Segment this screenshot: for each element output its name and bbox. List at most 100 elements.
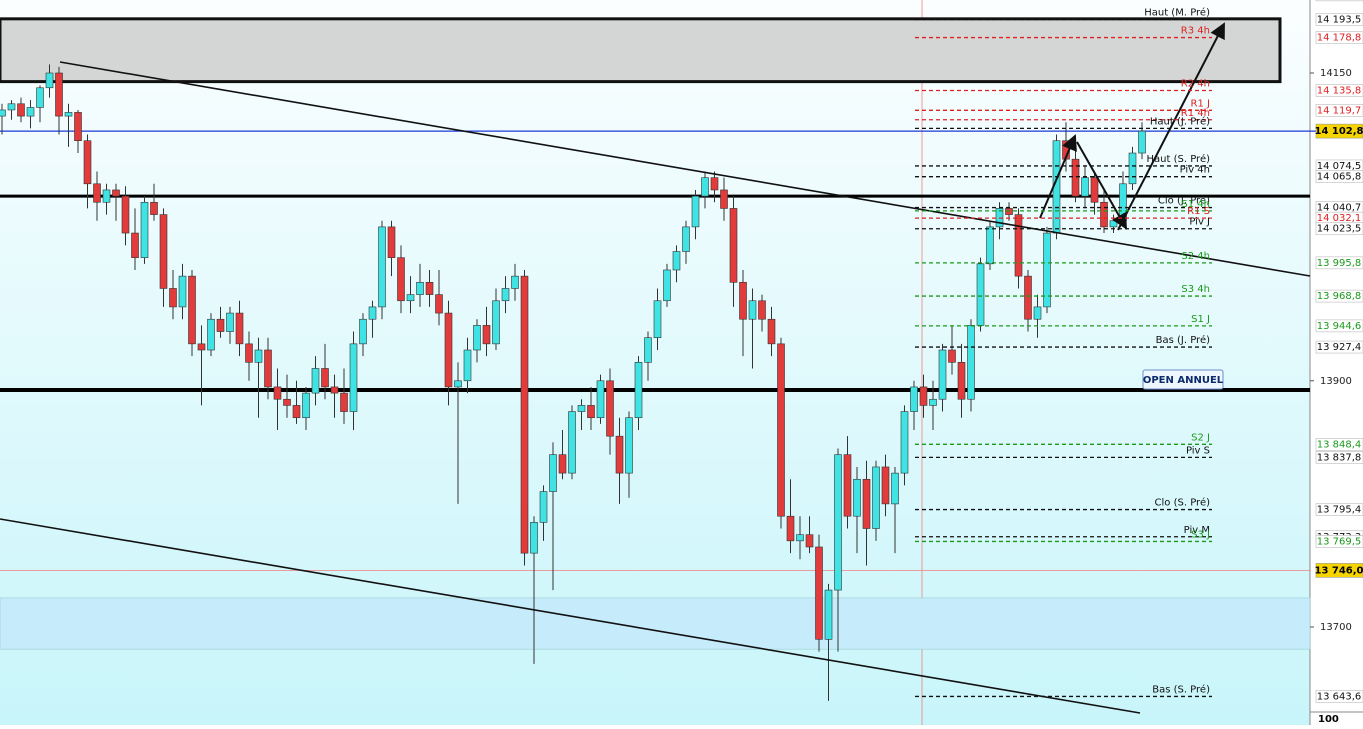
- candle-body: [1033, 306, 1042, 320]
- candle-body: [710, 177, 719, 191]
- candle-body: [188, 275, 196, 345]
- candle-body: [254, 349, 263, 363]
- candle-body: [549, 454, 557, 492]
- level-label: S1 4h: [1181, 199, 1210, 210]
- candle-body: [729, 208, 738, 283]
- candle-body: [473, 325, 481, 351]
- price-tag: [1315, 690, 1363, 703]
- candle-body: [416, 281, 424, 295]
- candle-body: [378, 226, 386, 308]
- candle-body: [834, 454, 842, 591]
- price-tag-label: 13 837,8: [1317, 452, 1362, 463]
- arrow: [1117, 22, 1225, 231]
- candle-body: [387, 226, 396, 258]
- candle-body: [606, 380, 614, 437]
- level-label: Bas (S. Pré): [1152, 683, 1210, 695]
- price-tag-label: 13 995,8: [1317, 258, 1362, 269]
- candle-body: [121, 195, 130, 234]
- candle-body: [169, 288, 177, 308]
- candle-body: [340, 392, 348, 412]
- candle-body: [805, 534, 814, 548]
- candle-body: [321, 368, 329, 388]
- price-tag: [1315, 340, 1363, 354]
- candle-body: [1014, 214, 1023, 277]
- candle-body: [767, 318, 776, 345]
- price-tag-label: 13 968,8: [1317, 291, 1362, 302]
- candle-body: [539, 491, 548, 523]
- candle-body: [0, 109, 6, 117]
- candle-body: [264, 349, 272, 388]
- price-tag-label: 13 927,4: [1317, 342, 1362, 353]
- level-label: R1 4h: [1181, 108, 1210, 119]
- price-tag: [1315, 319, 1363, 333]
- candle-body: [1024, 275, 1032, 320]
- candle-body: [425, 281, 434, 295]
- candle-body: [596, 380, 605, 419]
- candle-body: [748, 300, 757, 320]
- price-tag: [1315, 451, 1363, 464]
- price-tag-label: 14 102,8: [1314, 126, 1363, 137]
- candle-body: [929, 398, 937, 406]
- price-tag-label: 13 848,4: [1317, 439, 1362, 450]
- candle-body: [359, 318, 367, 345]
- candle-body: [976, 263, 985, 326]
- candle-body: [64, 112, 73, 117]
- candle-body: [1100, 201, 1108, 228]
- price-tag: [1315, 170, 1363, 183]
- candle-body: [739, 281, 747, 320]
- level-label: R3 4h: [1181, 26, 1210, 37]
- candle-body: [330, 386, 339, 394]
- candle-body: [1109, 220, 1118, 228]
- candle-body: [226, 312, 234, 332]
- level-label: Piv 4h: [1180, 165, 1210, 176]
- candle-body: [919, 386, 928, 406]
- button-box[interactable]: [1142, 369, 1224, 390]
- candle-body: [140, 201, 149, 258]
- price-tag: [1315, 563, 1363, 578]
- button-label[interactable]: OPEN ANNUEL: [1143, 375, 1224, 386]
- level-label: Piv J: [1189, 217, 1210, 228]
- candle-body: [302, 392, 310, 419]
- candle-body: [663, 269, 671, 302]
- candle-body: [891, 472, 899, 505]
- candle-body: [435, 294, 443, 314]
- y-tick-label: 13700: [1320, 622, 1352, 633]
- price-tag: [1315, 123, 1363, 139]
- candle-body: [634, 362, 643, 419]
- price-tag: [1315, 31, 1363, 44]
- candle-body: [178, 275, 187, 308]
- candle-body: [45, 72, 54, 89]
- candle-body: [796, 534, 804, 542]
- price-band: [0, 597, 1311, 650]
- price-tag: [1315, 289, 1363, 303]
- candle-body: [283, 398, 291, 406]
- candle-body: [1128, 152, 1137, 185]
- candle-body: [131, 232, 139, 258]
- y-tick-label: 13900: [1320, 376, 1352, 387]
- candle-body: [55, 72, 63, 117]
- candle-body: [625, 417, 633, 474]
- level-label: Clo (J. Pré): [1158, 195, 1210, 207]
- price-tag: [1315, 13, 1363, 26]
- candle-body: [568, 411, 576, 474]
- candle-body: [245, 343, 253, 363]
- candle-body: [948, 349, 956, 363]
- candle-body: [843, 454, 852, 517]
- candle-body: [235, 312, 244, 345]
- price-tag-label: 14 135,8: [1317, 85, 1362, 96]
- price-tag: [1315, 0, 1363, 2]
- candle-body: [577, 405, 586, 412]
- level-label: S3 4h: [1181, 284, 1210, 295]
- candle-body: [292, 405, 301, 419]
- candle-body: [368, 306, 377, 320]
- candle-body: [17, 103, 25, 117]
- trend-line: [0, 518, 1141, 714]
- candle-body: [397, 257, 405, 302]
- candle-body: [207, 318, 215, 351]
- candle-body: [492, 300, 500, 345]
- candle-body: [150, 201, 158, 215]
- candle-body: [682, 226, 690, 252]
- price-tag-label: 14 065,8: [1317, 172, 1362, 183]
- price-tag: [1315, 503, 1363, 516]
- candle-body: [197, 343, 206, 351]
